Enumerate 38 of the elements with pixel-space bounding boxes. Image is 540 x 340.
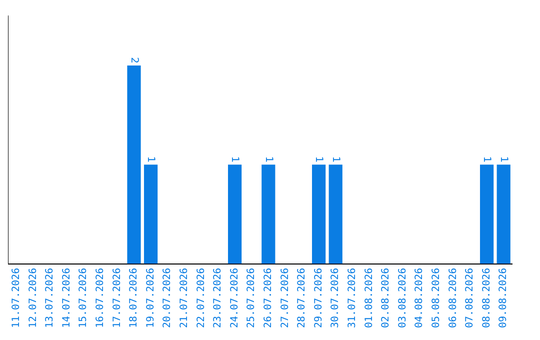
x-tick-label: 26.07.2026: [262, 268, 274, 328]
x-tick-label: 28.07.2026: [296, 268, 308, 328]
x-tick-label: 30.07.2026: [330, 268, 342, 328]
x-tick-label: 22.07.2026: [196, 268, 207, 328]
x-tick-label: 27.07.2026: [280, 268, 291, 328]
x-tick-label: 17.07.2026: [112, 268, 123, 328]
x-tick-label: 16.07.2026: [94, 268, 106, 328]
x-tick-label: 12.07.2026: [28, 268, 39, 328]
x-tick-label: 20.07.2026: [162, 268, 174, 328]
x-tick-label: 06.08.2026: [448, 268, 459, 328]
x-tick-label: 29.07.2026: [313, 268, 324, 328]
x-tick-label: 11.07.2026: [10, 268, 22, 328]
x-tick-label: 02.08.2026: [380, 268, 392, 328]
x-tick-label: 03.08.2026: [397, 268, 408, 328]
data-label: 1: [481, 156, 492, 163]
x-tick-label: 15.07.2026: [78, 268, 90, 328]
x-tick-label: 18.07.2026: [128, 268, 140, 328]
x-tick-label: 24.07.2026: [229, 268, 240, 328]
x-tick-label: 07.08.2026: [464, 268, 476, 328]
x-tick-label: 31.07.2026: [346, 268, 358, 328]
x-tick-label: 08.08.2026: [481, 268, 492, 328]
x-tick-label: 05.08.2026: [430, 268, 442, 328]
x-tick-label: 14.07.2026: [61, 268, 72, 328]
data-label: 2: [128, 57, 140, 64]
data-label: 1: [262, 156, 274, 163]
x-tick-label: 19.07.2026: [145, 268, 156, 328]
data-label: 1: [498, 156, 510, 163]
data-label: 1: [313, 156, 324, 163]
data-label: 1: [145, 156, 156, 163]
x-tick-label: 09.08.2026: [498, 268, 510, 328]
x-tick-label: 21.07.2026: [178, 268, 190, 328]
x-tick-label: 04.08.2026: [414, 268, 426, 328]
x-tick-label: 01.08.2026: [364, 268, 375, 328]
data-label: 1: [229, 156, 240, 163]
x-tick-label: 23.07.2026: [212, 268, 224, 328]
x-tick-label: 13.07.2026: [44, 268, 56, 328]
x-tick-label: 25.07.2026: [246, 268, 258, 328]
data-label: 1: [330, 156, 342, 163]
